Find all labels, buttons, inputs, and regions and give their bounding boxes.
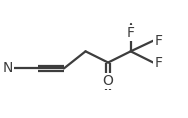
Text: O: O: [103, 74, 114, 88]
Text: F: F: [155, 34, 163, 48]
Text: F: F: [127, 26, 135, 40]
Text: F: F: [155, 56, 163, 70]
Text: N: N: [2, 61, 13, 75]
